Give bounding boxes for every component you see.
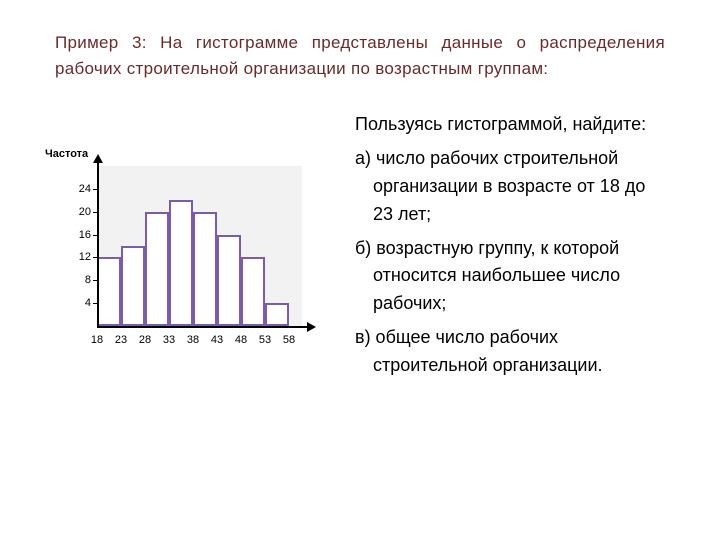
y-tick-label: 16: [61, 229, 91, 241]
histogram-bar: [169, 200, 193, 326]
x-tick-label: 23: [115, 334, 127, 346]
histogram-bar: [193, 212, 217, 326]
y-axis-label: Частота: [45, 148, 88, 160]
x-tick-label: 38: [187, 334, 199, 346]
question-b: б) возрастную группу, к которой относитс…: [355, 235, 665, 319]
y-tick-mark: [93, 280, 99, 281]
histogram: Частота 4812162024182328333843485358: [55, 166, 315, 376]
y-tick-mark: [93, 189, 99, 190]
x-tick-label: 33: [163, 334, 175, 346]
question-c: в) общее число рабочих строительной орга…: [355, 324, 665, 380]
y-tick-mark: [93, 235, 99, 236]
x-tick-label: 53: [259, 334, 271, 346]
question-intro: Пользуясь гистограммой, найдите:: [355, 111, 665, 139]
histogram-bar: [241, 257, 265, 326]
histogram-bar: [265, 303, 289, 326]
content-row: Частота 4812162024182328333843485358 Пол…: [55, 111, 665, 386]
y-tick-mark: [93, 257, 99, 258]
x-tick-label: 48: [235, 334, 247, 346]
x-tick-label: 43: [211, 334, 223, 346]
y-tick-label: 4: [61, 297, 91, 309]
histogram-bar: [121, 246, 145, 326]
chart-column: Частота 4812162024182328333843485358: [55, 111, 335, 386]
y-tick-label: 20: [61, 206, 91, 218]
y-tick-label: 24: [61, 183, 91, 195]
plot-area: [97, 166, 302, 326]
x-tick-label: 18: [91, 334, 103, 346]
y-tick-mark: [93, 303, 99, 304]
y-tick-label: 8: [61, 274, 91, 286]
example-title: Пример 3: На гистограмме представлены да…: [55, 30, 665, 81]
question-column: Пользуясь гистограммой, найдите: а) числ…: [355, 111, 665, 386]
histogram-bar: [217, 235, 241, 326]
histogram-bar: [97, 257, 121, 326]
y-axis-arrow-icon: [93, 154, 103, 163]
x-axis: [97, 326, 309, 328]
question-a: а) число рабочих строительной организаци…: [355, 145, 665, 229]
x-tick-label: 58: [283, 334, 295, 346]
y-tick-mark: [93, 212, 99, 213]
y-tick-label: 12: [61, 251, 91, 263]
x-tick-label: 28: [139, 334, 151, 346]
x-axis-arrow-icon: [307, 322, 316, 332]
histogram-bar: [145, 212, 169, 326]
